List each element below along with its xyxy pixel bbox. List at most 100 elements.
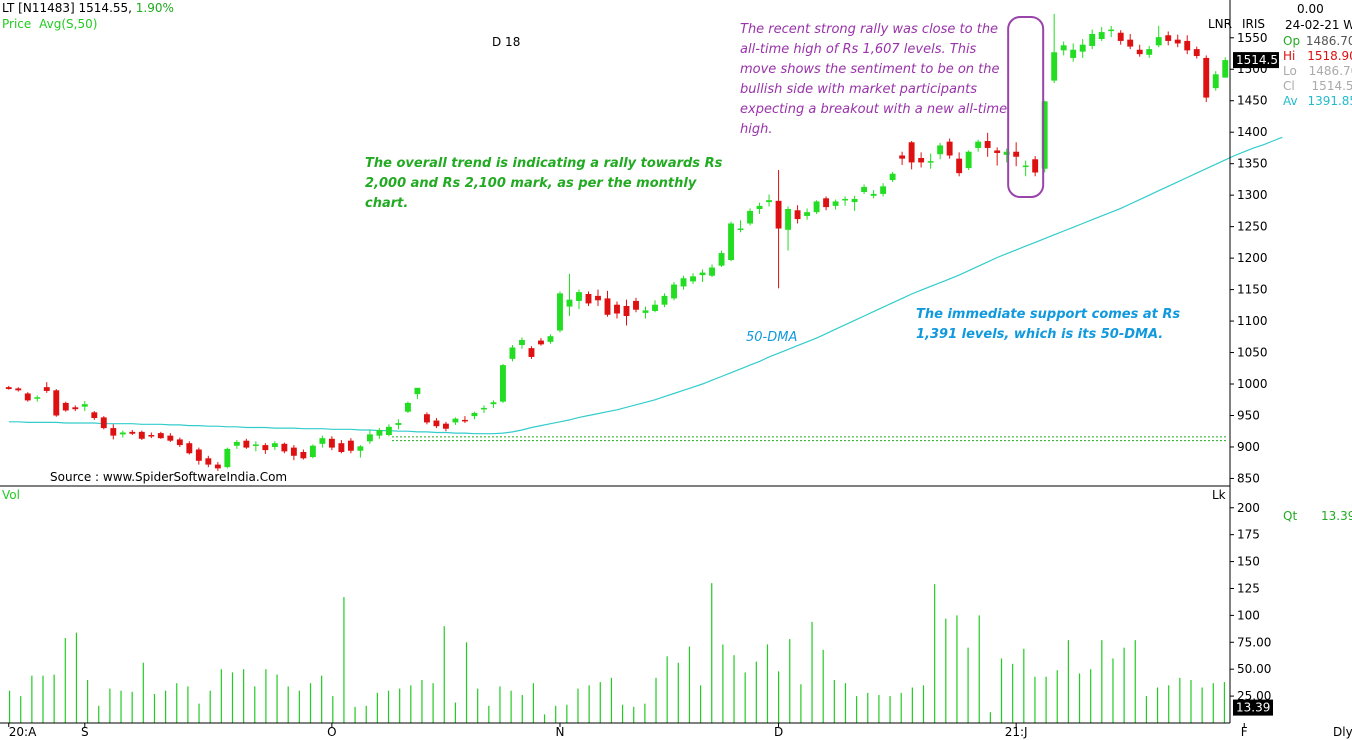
price-tick-label: 1400 xyxy=(1237,125,1268,139)
candle-body xyxy=(72,407,79,410)
candle-body xyxy=(1155,37,1162,46)
candle-body xyxy=(423,414,430,423)
source-label: Source : www.SpiderSoftwareIndia.Com xyxy=(50,470,288,484)
candle-body xyxy=(614,304,620,314)
candle-body xyxy=(671,284,677,299)
price-tick-label: 900 xyxy=(1237,440,1260,454)
candle-body xyxy=(804,212,811,216)
candle-body xyxy=(680,278,687,287)
volume-panel xyxy=(8,583,1226,723)
candle-body xyxy=(452,418,459,423)
support-annotation: The immediate support comes at Rs 1,391 … xyxy=(916,307,1181,342)
candle-body xyxy=(395,423,402,425)
candle-body xyxy=(718,253,725,266)
candle-body xyxy=(842,198,849,201)
candle-body xyxy=(205,458,212,465)
candle-body xyxy=(1165,35,1172,41)
candle-body xyxy=(252,444,259,446)
candle-body xyxy=(262,445,269,451)
volume-label: Vol xyxy=(2,488,20,502)
candle-body xyxy=(576,292,582,301)
candle-body xyxy=(918,158,925,163)
price-panel xyxy=(5,13,1283,471)
candle-body xyxy=(1060,45,1067,51)
price-tick-label: 1200 xyxy=(1237,251,1268,265)
candle-body xyxy=(1051,52,1058,81)
candle-body xyxy=(870,193,877,196)
candle-body xyxy=(965,151,972,169)
candle-body xyxy=(1079,44,1086,52)
price-tick-label: 950 xyxy=(1237,408,1260,422)
dly-label: Dly xyxy=(1333,725,1352,739)
current-price-tag xyxy=(1233,52,1279,69)
info-high: Hi 1518.90 xyxy=(1283,49,1352,63)
candle-body xyxy=(1193,49,1200,57)
candle-body xyxy=(91,412,98,419)
price-tick-label: 1300 xyxy=(1237,188,1268,202)
trend-annotation: The overall trend is indicating a rally … xyxy=(365,156,723,211)
candle-body xyxy=(1174,39,1181,44)
candle-body xyxy=(566,299,573,307)
candle-body xyxy=(538,340,544,345)
lnr-label: LNR xyxy=(1208,17,1232,31)
candle-body xyxy=(176,439,183,446)
candle-body xyxy=(366,434,373,442)
candle-body xyxy=(595,295,601,301)
time-tick-label: F xyxy=(1241,725,1248,739)
candle-body xyxy=(880,186,887,194)
candle-body xyxy=(813,201,820,213)
candle-body xyxy=(167,435,174,441)
candle-body xyxy=(385,426,392,436)
candle-body xyxy=(490,402,497,405)
time-tick-label: 21:J xyxy=(1005,725,1028,739)
candle-body xyxy=(271,443,278,447)
candle-body xyxy=(53,390,60,416)
candle-body xyxy=(509,347,516,359)
price-tick-label: 1550 xyxy=(1237,31,1268,45)
candle-body xyxy=(43,387,50,391)
volume-tick-label: 200 xyxy=(1237,501,1260,515)
candle-body xyxy=(775,200,782,229)
candle-body xyxy=(547,336,554,342)
candle-body xyxy=(927,161,934,163)
candle-body xyxy=(357,446,364,451)
candle-body xyxy=(338,443,345,453)
time-tick-label: D xyxy=(774,725,783,739)
rally-annotation: The recent strong rally was close to the… xyxy=(740,22,1008,137)
candle-body xyxy=(851,198,858,203)
candle-body xyxy=(414,387,421,395)
info-quantity: Qt 13.39 xyxy=(1283,509,1352,523)
breakout-highlight-box xyxy=(1007,16,1045,198)
candle-body xyxy=(1108,29,1115,32)
candle-body xyxy=(433,420,440,427)
candle-body xyxy=(661,295,668,305)
candle-body xyxy=(1070,49,1077,58)
candle-body xyxy=(1041,101,1048,169)
price-tick-label: 1050 xyxy=(1237,346,1268,360)
candle-body xyxy=(756,205,763,210)
candle-body xyxy=(376,429,383,436)
symbol-label: LT [N11483] 1514.55, 1.90% xyxy=(2,1,174,15)
candle-body xyxy=(224,448,231,468)
candle-body xyxy=(442,423,449,429)
volume-tick-label: 100 xyxy=(1237,608,1260,622)
candle-body xyxy=(319,438,326,444)
volume-tick-label: 150 xyxy=(1237,555,1260,569)
time-tick-label: S xyxy=(81,725,89,739)
price-tick-label: 850 xyxy=(1237,471,1260,485)
candle-body xyxy=(138,431,145,439)
time-tick-label: 20:A xyxy=(9,725,37,739)
candle-body xyxy=(633,300,639,310)
lk-label: Lk xyxy=(1212,488,1226,502)
ma50-line xyxy=(8,136,1283,435)
period-marker: D 18 xyxy=(492,35,521,49)
price-tick-label: 1350 xyxy=(1237,157,1268,171)
candle-body xyxy=(1136,49,1143,55)
candle-body xyxy=(642,310,649,313)
candle-body xyxy=(300,452,307,459)
candle-body xyxy=(24,393,31,401)
candle-body xyxy=(281,443,288,452)
candle-body xyxy=(899,155,906,159)
candle-body xyxy=(785,209,792,230)
